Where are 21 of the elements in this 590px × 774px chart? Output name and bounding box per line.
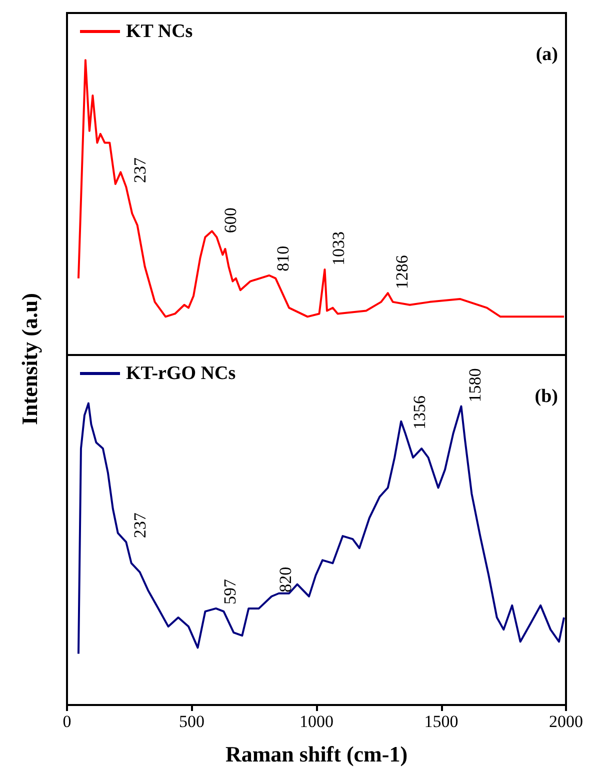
- legend-label: KT-rGO NCs: [126, 363, 236, 384]
- annotation: (a): [536, 44, 558, 65]
- annotation: 237: [130, 156, 150, 183]
- x-tick-label: 500: [179, 712, 204, 731]
- annotation: 1286: [392, 255, 412, 290]
- x-tick-label: 1000: [300, 712, 334, 731]
- legend-label: KT NCs: [126, 21, 193, 42]
- x-tick-label: 2000: [549, 712, 583, 731]
- annotation: 597: [220, 578, 240, 604]
- x-tick-label: 0: [62, 712, 72, 731]
- annotation: 1580: [466, 368, 485, 402]
- x-axis-title: Raman shift (cm-1): [225, 742, 408, 766]
- annotation: 1033: [329, 232, 348, 266]
- annotation: 1356: [410, 395, 429, 430]
- annotation: 820: [276, 566, 296, 592]
- annotation: 810: [274, 246, 293, 272]
- x-tick-label: 1500: [424, 712, 458, 731]
- annotation: 237: [130, 512, 150, 538]
- annotation: 600: [221, 208, 240, 234]
- y-axis-title: Intensity (a.u): [17, 292, 43, 426]
- annotation: (b): [534, 386, 558, 407]
